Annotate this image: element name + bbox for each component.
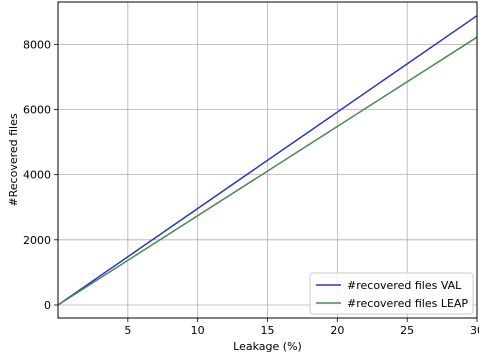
x-tick-label: 15 (261, 324, 275, 337)
legend-box (309, 272, 474, 315)
y-axis-label: #Recovered files (7, 113, 20, 206)
y-tick-label: 6000 (23, 104, 51, 117)
x-axis-ticks: 5 10 15 20 25 30 (124, 318, 479, 337)
y-tick-label: 2000 (23, 234, 51, 247)
legend-label: #recovered files VAL (347, 279, 462, 292)
y-tick-label: 8000 (23, 38, 51, 51)
legend: #recovered files VAL #recovered files LEA… (309, 272, 474, 315)
legend-label: #recovered files LEAP (347, 297, 468, 310)
x-tick-label: 10 (191, 324, 205, 337)
y-tick-label: 4000 (23, 169, 51, 182)
x-axis-label: Leakage (%) (233, 340, 302, 353)
x-tick-label: 5 (124, 324, 131, 337)
series-lines (57, 15, 478, 306)
series-line-val (57, 15, 478, 306)
y-axis-ticks: 0 2000 4000 6000 8000 (23, 38, 58, 312)
x-tick-label: 20 (330, 324, 344, 337)
x-tick-label: 25 (400, 324, 414, 337)
series-line-leap (57, 36, 478, 306)
y-tick-label: 0 (44, 299, 51, 312)
x-tick-label: 30 (470, 324, 479, 337)
